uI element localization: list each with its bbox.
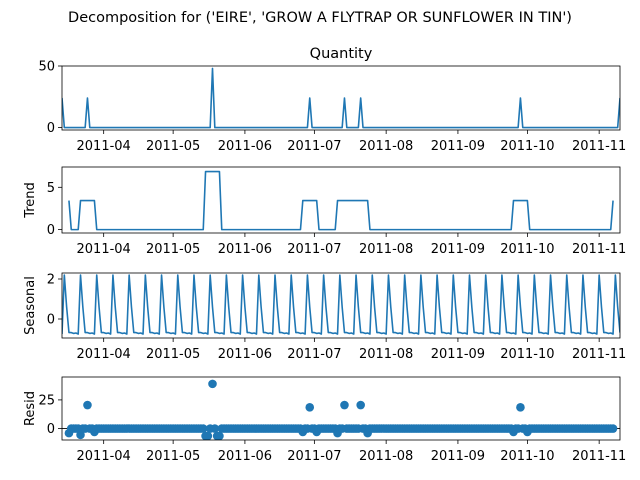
resid-point <box>198 424 208 433</box>
resid-point <box>215 431 224 440</box>
x-tick-label: 2011-04 <box>77 139 131 154</box>
plot-area-observed <box>62 67 620 129</box>
panel-trend: 0 5 2011-04 2011-05 2011-06 2011-07 2011-08 201… <box>23 166 626 257</box>
figure-title: Decomposition for ('EIRE', 'GROW A FLYTR… <box>68 10 572 26</box>
x-tick-label: 2011-06 <box>218 139 272 154</box>
resid-point <box>608 424 618 433</box>
axes-frame-trend <box>61 166 621 234</box>
y-axis-label: Resid <box>23 391 38 426</box>
x-tick-label: 2011-10 <box>500 449 554 464</box>
x-tick-label: 2011-05 <box>146 347 200 362</box>
plot-area-seasonal <box>62 274 620 335</box>
resid-point <box>340 400 349 410</box>
y-tick-label: 50 <box>38 60 55 75</box>
x-tick-label: 2011-04 <box>77 347 131 362</box>
seasonal-line <box>62 274 620 335</box>
x-tick-label: 2011-09 <box>431 242 485 257</box>
x-tick-label: 2011-11 <box>572 347 626 362</box>
observed-line <box>62 67 620 129</box>
y-tick-label: 0 <box>47 121 55 136</box>
axes-frame-seasonal <box>61 272 621 339</box>
panel-resid: 0 25 2011-04 2011-05 2011-06 2011-07 2011-08 20… <box>23 376 626 464</box>
y-tick-label: 5 <box>47 181 55 196</box>
x-tick-label: 2011-08 <box>359 449 413 464</box>
x-tick-label: 2011-05 <box>146 242 200 257</box>
y-tick-label: 0 <box>47 313 55 328</box>
plot-area-trend <box>68 170 614 231</box>
x-tick-label: 2011-10 <box>500 242 554 257</box>
panel-observed: 0 50 2011-04 2011-05 2011-06 2011-07 2011-08 20… <box>38 46 626 154</box>
resid-point <box>208 379 217 389</box>
x-tick-label: 2011-11 <box>572 139 626 154</box>
x-tick-label: 2011-07 <box>287 242 341 257</box>
y-tick-label: 2 <box>47 273 55 288</box>
x-tick-label: 2011-09 <box>431 139 485 154</box>
plot-area-resid <box>62 379 620 440</box>
x-tick-label: 2011-07 <box>287 347 341 362</box>
y-tick-label: 0 <box>47 422 55 437</box>
y-tick-label: 25 <box>38 393 55 408</box>
resid-point <box>305 403 315 412</box>
resid-point <box>516 403 525 412</box>
x-tick-label: 2011-08 <box>359 347 413 362</box>
x-tick-label: 2011-07 <box>287 139 341 154</box>
resid-point <box>203 431 213 440</box>
x-tick-label: 2011-07 <box>287 449 341 464</box>
x-tick-label: 2011-11 <box>572 242 626 257</box>
axes-frame-resid <box>61 376 621 441</box>
x-tick-label: 2011-06 <box>218 347 272 362</box>
resid-point <box>356 400 365 410</box>
x-tick-label: 2011-04 <box>77 449 131 464</box>
x-tick-label: 2011-08 <box>359 242 413 257</box>
x-tick-label: 2011-06 <box>218 449 272 464</box>
panel-title: Quantity <box>310 46 373 62</box>
resid-point <box>83 400 92 410</box>
x-tick-label: 2011-05 <box>146 449 200 464</box>
x-tick-label: 2011-11 <box>572 449 626 464</box>
x-tick-label: 2011-05 <box>146 139 200 154</box>
x-tick-label: 2011-04 <box>77 242 131 257</box>
x-tick-label: 2011-06 <box>218 242 272 257</box>
y-axis-label: Trend <box>23 182 38 219</box>
axes-frame-observed <box>61 65 621 131</box>
x-tick-label: 2011-10 <box>500 347 554 362</box>
y-tick-label: 0 <box>47 223 55 238</box>
trend-line <box>68 170 614 231</box>
x-tick-label: 2011-09 <box>431 347 485 362</box>
x-tick-label: 2011-10 <box>500 139 554 154</box>
x-tick-label: 2011-08 <box>359 139 413 154</box>
panel-seasonal: 0 2 2011-04 2011-05 2011-06 2011-07 2011-08 201… <box>23 273 626 363</box>
x-tick-label: 2011-09 <box>431 449 485 464</box>
resid-point <box>210 424 220 433</box>
y-axis-label: Seasonal <box>23 276 38 335</box>
